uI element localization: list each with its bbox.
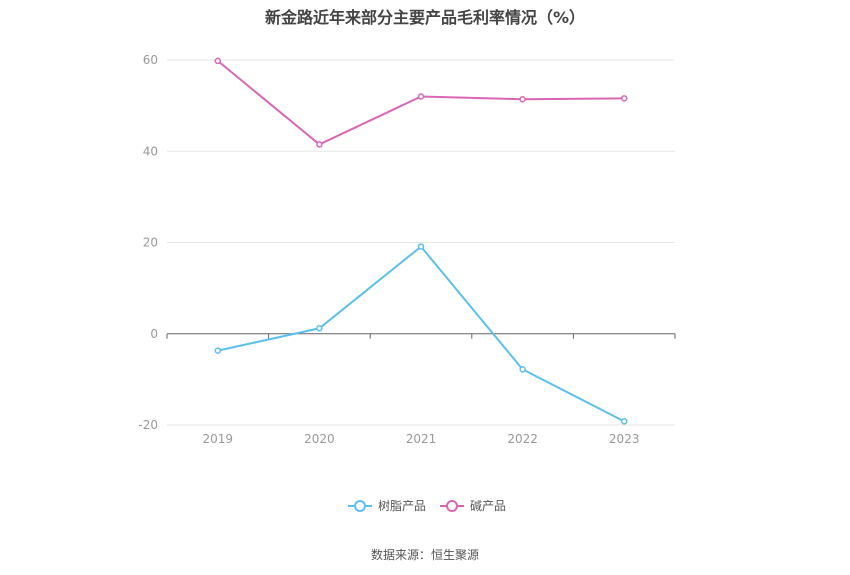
legend-label: 碱产品 [470,499,506,513]
y-tick-label: 60 [143,53,158,67]
data-point [214,57,222,65]
y-tick-label: 20 [143,236,158,250]
x-tick-label: 2021 [406,432,437,446]
data-point [519,366,526,373]
data-point [519,95,526,103]
data-point [316,325,323,332]
data-point [620,95,628,102]
legend-marker [446,500,458,512]
data-source-note: 数据来源：恒生聚源 [370,548,479,562]
y-tick-label: 40 [143,144,158,158]
data-point [214,347,222,354]
x-tick-label: 2022 [507,432,538,446]
data-point [417,93,425,100]
y-tick-label: -20 [138,418,158,432]
legend-marker [354,500,366,512]
data-point [620,418,628,425]
data-point [316,141,323,148]
x-tick-label: 2020 [304,432,335,446]
legend-label: 树脂产品 [378,498,426,513]
y-tick-label: 0 [150,327,158,341]
x-tick-label: 2023 [609,432,640,446]
x-tick-label: 2019 [203,432,234,446]
chart-title: 新金路近年来部分主要产品毛利率情况（%） [264,8,586,27]
series-line-1 [217,60,625,146]
data-point [417,243,425,250]
